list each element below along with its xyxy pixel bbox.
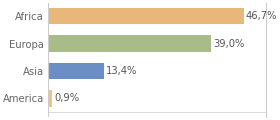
Bar [48, 8, 244, 24]
Text: 46,7%: 46,7% [246, 11, 277, 21]
Bar [48, 35, 211, 52]
Text: 0,9%: 0,9% [54, 93, 79, 103]
Text: 39,0%: 39,0% [213, 39, 245, 49]
Bar [48, 90, 52, 107]
Text: 13,4%: 13,4% [106, 66, 138, 76]
Bar [48, 63, 104, 79]
